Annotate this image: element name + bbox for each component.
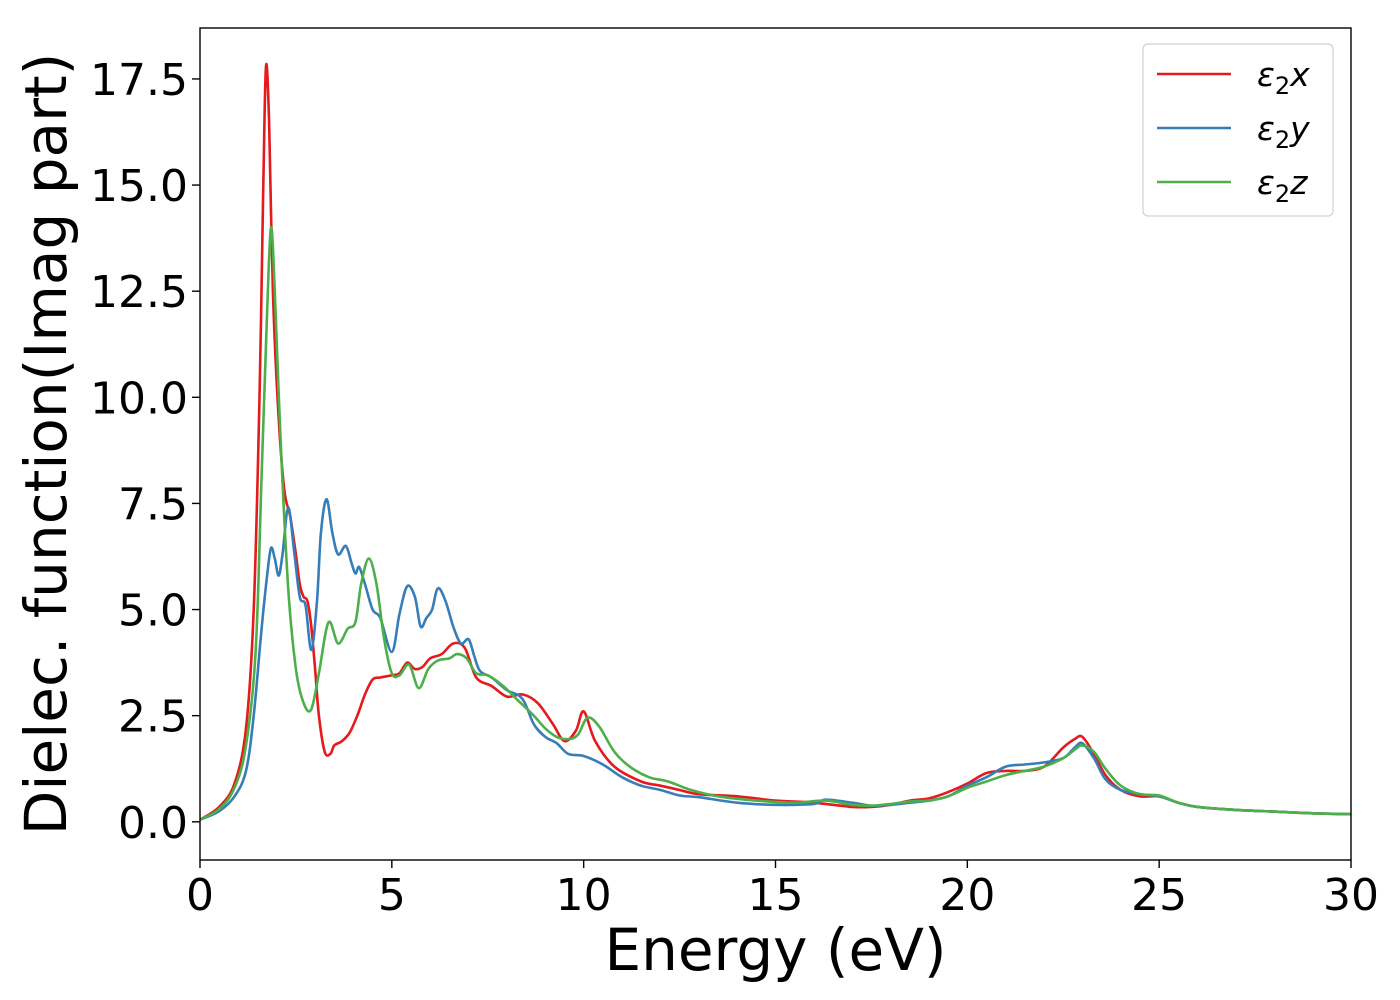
x-tick-label: 15 bbox=[748, 870, 804, 921]
legend-label-x: ε2x bbox=[1257, 55, 1310, 100]
series-line-z bbox=[200, 226, 1351, 821]
y-tick-label: 5.0 bbox=[118, 586, 188, 637]
x-tick-label: 30 bbox=[1323, 870, 1379, 921]
y-tick-label: 17.5 bbox=[90, 55, 188, 106]
x-tick-label: 0 bbox=[186, 870, 214, 921]
legend-label-y: ε2y bbox=[1257, 109, 1310, 154]
legend-box bbox=[1142, 43, 1334, 217]
x-tick-label: 20 bbox=[939, 870, 995, 921]
series-lines bbox=[200, 62, 1351, 821]
x-axis-title: Energy (eV) bbox=[604, 916, 946, 984]
legend-label-z: ε2z bbox=[1257, 163, 1308, 208]
y-tick-label: 0.0 bbox=[118, 798, 188, 849]
legend: ε2x ε2y ε2z bbox=[1142, 43, 1334, 217]
y-tick-label: 10.0 bbox=[90, 373, 188, 424]
axis-ticks: 0 5 10 15 20 25 30 0.0 2.5 5.0 7.5 10.0 12.5 15.0 17.5 bbox=[90, 55, 1379, 921]
x-tick-label: 10 bbox=[556, 870, 612, 921]
y-tick-label: 7.5 bbox=[118, 479, 188, 530]
x-tick-label: 25 bbox=[1131, 870, 1187, 921]
y-tick-label: 15.0 bbox=[90, 161, 188, 212]
y-tick-label: 2.5 bbox=[118, 692, 188, 743]
y-tick-label: 12.5 bbox=[90, 267, 188, 318]
y-axis-title: Dielec. function(Imag part) bbox=[12, 53, 80, 836]
x-tick-label: 5 bbox=[378, 870, 406, 921]
